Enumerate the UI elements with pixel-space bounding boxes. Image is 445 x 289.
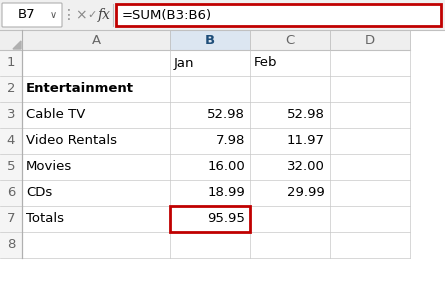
Bar: [170, 206, 250, 232]
Text: fx: fx: [97, 8, 110, 22]
Bar: [170, 30, 250, 50]
Bar: [22, 102, 170, 128]
Text: Movies: Movies: [26, 160, 72, 173]
Bar: [330, 180, 410, 206]
Bar: [0, 76, 22, 102]
Bar: [250, 154, 330, 180]
Bar: [250, 128, 330, 154]
Text: 52.98: 52.98: [287, 108, 325, 121]
Bar: [330, 154, 410, 180]
Text: 6: 6: [7, 186, 15, 199]
Bar: [250, 180, 330, 206]
Bar: [116, 4, 441, 26]
Bar: [0, 206, 22, 232]
Bar: [170, 128, 250, 154]
Text: ✓: ✓: [87, 10, 97, 20]
Bar: [250, 232, 330, 258]
Bar: [330, 50, 410, 76]
Text: 2: 2: [7, 82, 15, 95]
Text: 7: 7: [7, 212, 15, 225]
Bar: [0, 30, 22, 50]
Bar: [170, 232, 250, 258]
Bar: [250, 30, 330, 50]
Text: B7: B7: [18, 8, 36, 21]
Bar: [0, 128, 22, 154]
Polygon shape: [13, 41, 21, 49]
Text: CDs: CDs: [26, 186, 52, 199]
Bar: [170, 154, 250, 180]
Bar: [22, 128, 170, 154]
Text: B: B: [205, 34, 215, 47]
Text: 32.00: 32.00: [287, 160, 325, 173]
Text: 95.95: 95.95: [207, 212, 245, 225]
Bar: [22, 154, 170, 180]
Bar: [22, 76, 170, 102]
Bar: [22, 206, 170, 232]
Text: Jan: Jan: [174, 57, 194, 69]
Bar: [170, 102, 250, 128]
Bar: [330, 206, 410, 232]
Bar: [330, 232, 410, 258]
Text: 4: 4: [7, 134, 15, 147]
Bar: [170, 206, 250, 232]
Text: Cable TV: Cable TV: [26, 108, 85, 121]
Bar: [250, 50, 330, 76]
Bar: [250, 102, 330, 128]
Text: A: A: [91, 34, 101, 47]
Bar: [250, 206, 330, 232]
Bar: [170, 76, 250, 102]
Text: ∨: ∨: [49, 10, 57, 20]
Bar: [330, 76, 410, 102]
Text: Totals: Totals: [26, 212, 64, 225]
Text: ⋮: ⋮: [62, 8, 76, 22]
Text: 8: 8: [7, 238, 15, 251]
Bar: [330, 102, 410, 128]
Bar: [0, 102, 22, 128]
Text: Video Rentals: Video Rentals: [26, 134, 117, 147]
Bar: [22, 232, 170, 258]
Text: 29.99: 29.99: [287, 186, 325, 199]
Bar: [170, 180, 250, 206]
Bar: [330, 128, 410, 154]
Bar: [330, 30, 410, 50]
Bar: [0, 232, 22, 258]
Text: 16.00: 16.00: [207, 160, 245, 173]
Text: 3: 3: [7, 108, 15, 121]
Bar: [22, 50, 170, 76]
Text: =SUM(B3:B6): =SUM(B3:B6): [122, 8, 212, 21]
Text: 18.99: 18.99: [207, 186, 245, 199]
Text: ×: ×: [75, 8, 87, 22]
Text: C: C: [285, 34, 295, 47]
Bar: [22, 180, 170, 206]
Bar: [170, 50, 250, 76]
Bar: [22, 30, 170, 50]
Text: 7.98: 7.98: [216, 134, 245, 147]
Bar: [0, 154, 22, 180]
FancyBboxPatch shape: [2, 3, 62, 27]
Text: Feb: Feb: [254, 57, 278, 69]
Text: 11.97: 11.97: [287, 134, 325, 147]
Bar: [250, 76, 330, 102]
Text: 5: 5: [7, 160, 15, 173]
Text: D: D: [365, 34, 375, 47]
Text: Entertainment: Entertainment: [26, 82, 134, 95]
Bar: [0, 0, 445, 30]
Bar: [0, 180, 22, 206]
Text: 52.98: 52.98: [207, 108, 245, 121]
Text: 1: 1: [7, 57, 15, 69]
Bar: [0, 50, 22, 76]
